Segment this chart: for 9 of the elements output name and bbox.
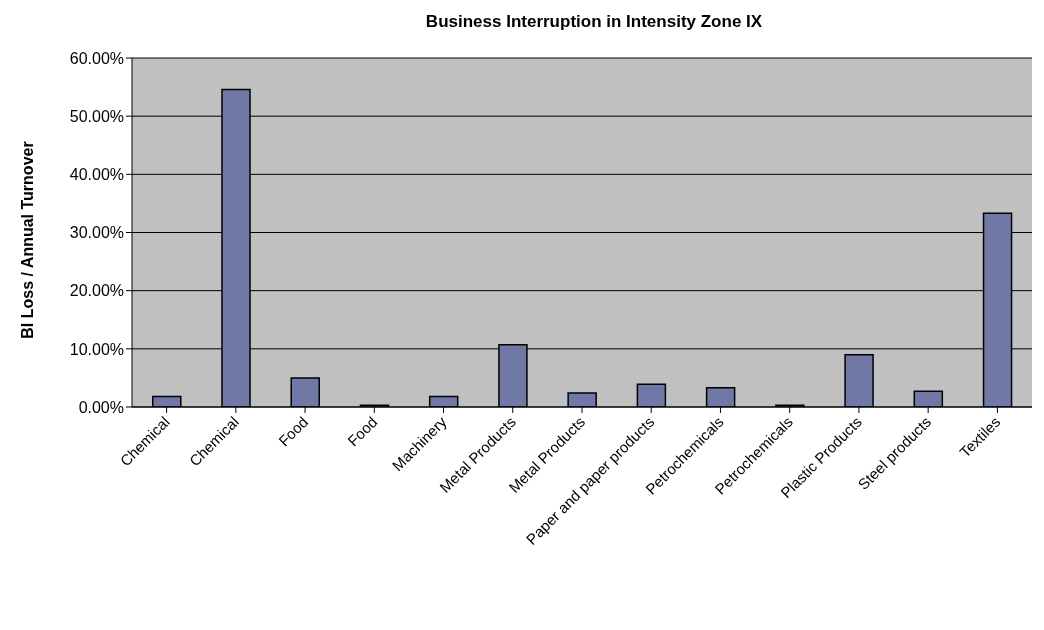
y-tick-label: 20.00%	[69, 282, 124, 300]
y-tick-label: 0.00%	[78, 398, 124, 416]
y-tick-label: 40.00%	[69, 166, 124, 184]
y-axis-title: BI Loss / Annual Turnover	[19, 141, 37, 339]
y-tick-label: 60.00%	[69, 49, 124, 67]
y-tick-label: 50.00%	[69, 107, 124, 125]
y-tick-label: 10.00%	[69, 340, 124, 358]
y-tick-label: 30.00%	[69, 224, 124, 242]
chart-title: Business Interruption in Intensity Zone IX	[424, 12, 764, 32]
